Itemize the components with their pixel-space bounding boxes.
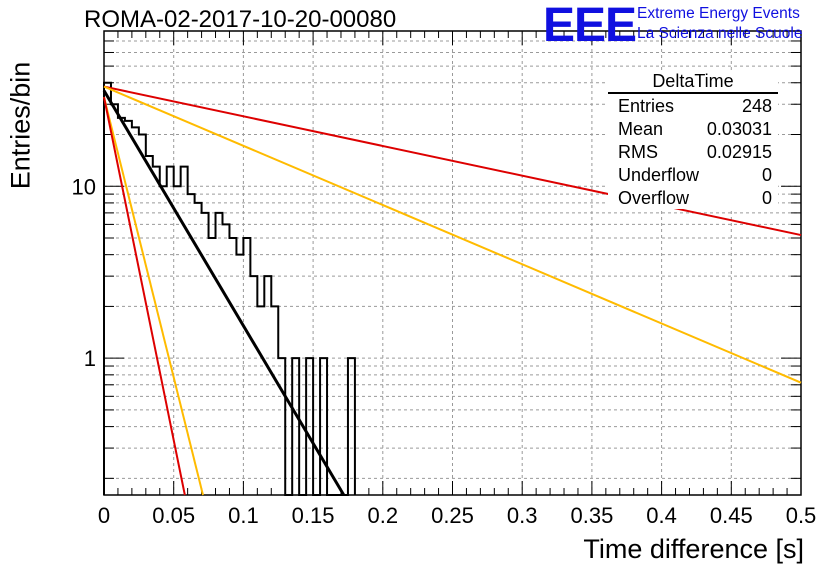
x-tick-label: 0.2 (368, 503, 399, 528)
axis-ticks (103, 30, 802, 495)
stats-label: RMS (618, 142, 658, 162)
stats-value: 0.03031 (706, 119, 772, 139)
stats-label: Overflow (618, 188, 690, 208)
stats-value: 0 (761, 188, 772, 208)
y-tick-label: 1 (84, 346, 96, 371)
stats-box: DeltaTime Entries 248 Mean 0.03031 RMS 0… (608, 70, 778, 209)
logo-line-1: Extreme Energy Events (637, 5, 800, 22)
x-tick-label: 0.5 (786, 503, 817, 528)
x-tick-label: 0.05 (152, 503, 195, 528)
fit-curve (103, 96, 186, 496)
x-tick-label: 0.35 (570, 503, 613, 528)
stats-name: DeltaTime (608, 70, 778, 94)
x-tick-label: 0.1 (228, 503, 259, 528)
stats-row: RMS 0.02915 (608, 140, 778, 163)
fit-curve (103, 85, 802, 384)
x-tick-label: 0.3 (507, 503, 538, 528)
stats-row: Overflow 0 (608, 186, 778, 209)
y-axis-label: Entries/bin (5, 61, 36, 190)
stats-row: Underflow 0 (608, 163, 778, 186)
x-axis-label: Time difference [s] (583, 534, 804, 564)
logo-line-2: La Scienza nelle Scuole (637, 25, 803, 42)
plot-title: ROMA-02-2017-10-20-00080 (84, 6, 397, 33)
y-tick-label: 10 (72, 174, 96, 199)
x-tick-label: 0 (98, 503, 110, 528)
fit-curve (102, 89, 346, 496)
stats-value: 0.02915 (706, 142, 772, 162)
tick-labels: 0 0.05 0.1 0.15 0.2 0.25 0.3 0.35 0.4 0.45 0.5 1 10 (72, 174, 817, 528)
fit-curves (102, 85, 802, 496)
x-tick-label: 0.45 (710, 503, 753, 528)
x-tick-label: 0.15 (292, 503, 335, 528)
stats-value: 0 (761, 165, 772, 185)
fit-curve (103, 96, 204, 496)
x-tick-label: 0.25 (431, 503, 474, 528)
stats-value: 248 (741, 96, 772, 116)
stats-row: Mean 0.03031 (608, 117, 778, 140)
fit-curve (103, 85, 802, 237)
stats-label: Underflow (618, 165, 700, 185)
stats-label: Entries (618, 96, 675, 116)
stats-label: Mean (618, 119, 664, 139)
eee-logo: EEE (543, 0, 637, 52)
histogram (103, 81, 356, 496)
x-tick-label: 0.4 (646, 503, 677, 528)
histogram-outline (103, 81, 356, 496)
stats-row: Entries 248 (608, 94, 778, 117)
y-axis-label-box: Entries/bin (2, 60, 40, 190)
